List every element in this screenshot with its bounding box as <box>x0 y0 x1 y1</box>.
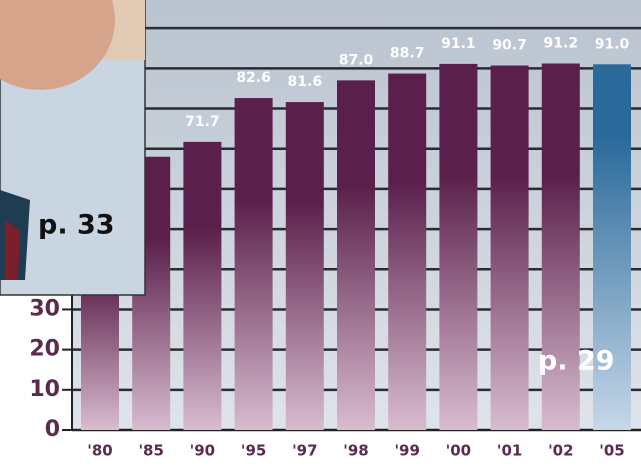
value-label: 91.1 <box>441 36 476 52</box>
x-tick-label: '85 <box>138 442 163 460</box>
value-label: 90.7 <box>492 38 527 54</box>
bar <box>183 141 222 431</box>
value-label: 91.0 <box>595 36 630 52</box>
bar <box>490 65 529 430</box>
annotation: p. 33 <box>38 210 115 241</box>
y-tick-label: 30 <box>29 296 60 321</box>
value-label: 71.7 <box>185 114 220 130</box>
value-label: 88.7 <box>390 46 425 62</box>
bar <box>541 63 580 430</box>
value-label: 87.0 <box>339 52 374 68</box>
bar <box>439 63 478 431</box>
x-tick-label: '80 <box>87 442 112 460</box>
annotation: p. 29 <box>538 346 615 377</box>
bar <box>593 64 631 430</box>
value-label: 91.2 <box>544 35 579 51</box>
x-tick-label: '00 <box>446 442 471 460</box>
value-label: 82.6 <box>236 70 271 86</box>
bar <box>337 80 375 430</box>
x-tick-label: '95 <box>241 442 266 460</box>
bar <box>285 102 324 430</box>
x-tick-label: '02 <box>548 442 573 460</box>
bar <box>388 73 427 430</box>
bar <box>234 98 273 430</box>
y-tick-label: 20 <box>29 337 60 362</box>
x-tick-label: '99 <box>394 442 419 460</box>
y-tick-label: 10 <box>29 377 60 402</box>
y-tick-label: 0 <box>45 417 60 442</box>
x-tick-label: '98 <box>343 442 368 460</box>
x-tick-label: '01 <box>497 442 522 460</box>
photo <box>0 0 146 296</box>
x-tick-label: '97 <box>292 442 317 460</box>
x-tick-label: '90 <box>190 442 215 460</box>
x-tick-label: '05 <box>599 442 624 460</box>
value-label: 81.6 <box>288 74 323 90</box>
